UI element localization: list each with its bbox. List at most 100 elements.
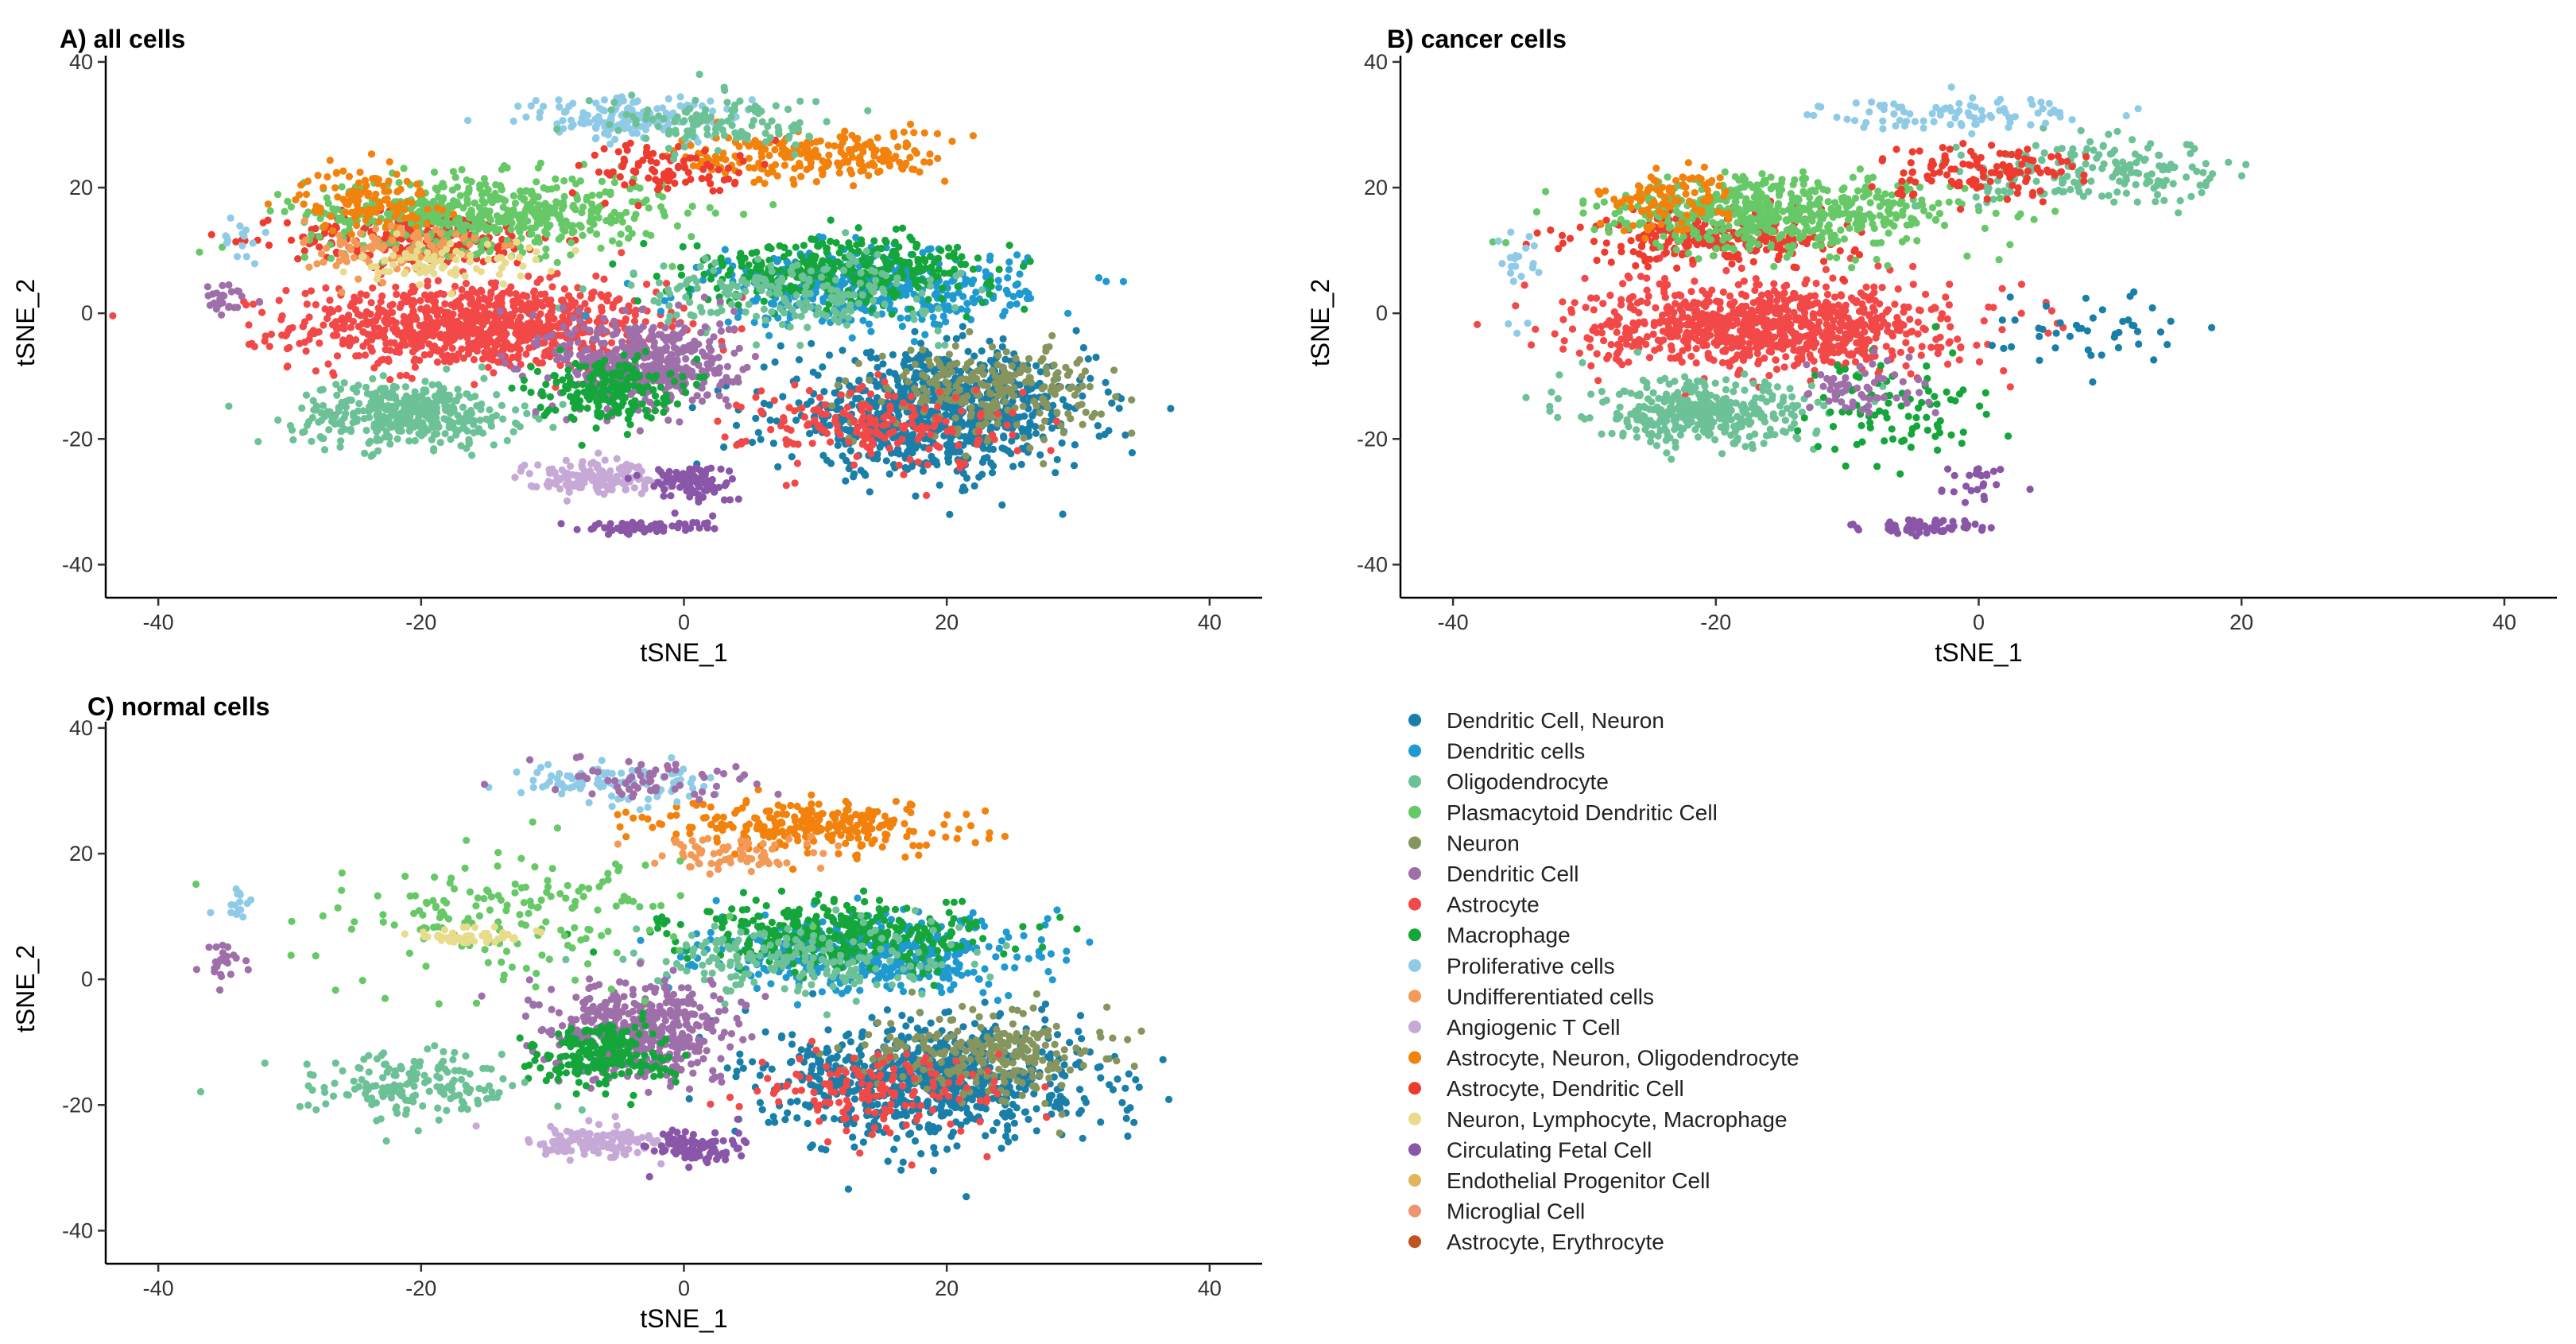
point xyxy=(533,178,540,186)
point xyxy=(666,312,674,320)
point xyxy=(421,378,429,385)
point xyxy=(430,445,438,453)
point xyxy=(467,300,475,308)
point xyxy=(934,403,942,411)
point xyxy=(420,320,428,328)
point xyxy=(819,295,827,303)
point xyxy=(393,290,401,298)
point xyxy=(688,341,695,349)
point xyxy=(408,374,416,382)
point xyxy=(706,203,714,211)
point xyxy=(1010,392,1018,400)
point xyxy=(944,370,952,378)
point xyxy=(335,305,343,313)
point xyxy=(413,215,420,223)
point xyxy=(507,226,515,234)
point xyxy=(507,253,515,261)
point xyxy=(289,436,297,444)
point xyxy=(1026,421,1034,429)
point xyxy=(413,180,421,188)
point xyxy=(918,428,926,436)
point xyxy=(337,417,345,425)
point xyxy=(441,430,449,438)
point xyxy=(777,342,784,350)
point xyxy=(490,369,498,377)
point xyxy=(994,361,1001,369)
point xyxy=(379,182,387,190)
point xyxy=(924,246,932,254)
point xyxy=(970,482,978,490)
point xyxy=(1047,447,1055,455)
point xyxy=(476,416,484,424)
point xyxy=(450,424,458,432)
point xyxy=(473,402,481,410)
point xyxy=(910,316,918,323)
point xyxy=(1021,287,1029,296)
point xyxy=(1032,429,1040,437)
point xyxy=(807,397,815,405)
point xyxy=(921,373,929,381)
point xyxy=(983,454,991,462)
point xyxy=(476,316,484,324)
point xyxy=(736,254,744,261)
point xyxy=(1005,265,1013,273)
point xyxy=(416,281,424,289)
point xyxy=(602,188,610,196)
point xyxy=(393,418,401,426)
point xyxy=(972,386,980,394)
point xyxy=(449,310,457,318)
point xyxy=(622,208,630,216)
point xyxy=(424,282,432,290)
point xyxy=(905,355,912,363)
point xyxy=(395,179,403,187)
point xyxy=(423,219,431,227)
point xyxy=(359,253,367,261)
point xyxy=(711,209,719,217)
point xyxy=(752,297,760,305)
point xyxy=(433,322,441,330)
point xyxy=(417,429,425,437)
point xyxy=(286,421,294,430)
point xyxy=(738,277,746,285)
point xyxy=(331,184,339,192)
point xyxy=(897,257,905,265)
point xyxy=(867,327,875,335)
point xyxy=(443,365,451,373)
point xyxy=(754,255,762,263)
point xyxy=(819,410,827,418)
point xyxy=(906,455,914,463)
point xyxy=(372,190,380,198)
point xyxy=(452,431,460,439)
point xyxy=(579,285,587,293)
point xyxy=(1003,421,1011,429)
point xyxy=(507,318,515,326)
point xyxy=(1064,409,1072,418)
point xyxy=(485,213,493,221)
point xyxy=(804,323,812,331)
point xyxy=(451,282,459,290)
point xyxy=(732,421,741,429)
point xyxy=(367,299,375,307)
point xyxy=(498,184,506,192)
point xyxy=(287,236,296,244)
point xyxy=(340,379,348,387)
point xyxy=(593,230,601,238)
point xyxy=(612,217,620,225)
point xyxy=(471,234,478,242)
point xyxy=(242,300,250,309)
point xyxy=(963,437,970,445)
point xyxy=(660,207,668,215)
point xyxy=(988,343,997,351)
point xyxy=(307,287,316,295)
point xyxy=(501,242,509,250)
point xyxy=(595,191,603,199)
point xyxy=(830,306,838,314)
point xyxy=(1012,354,1020,362)
point xyxy=(391,245,400,253)
point xyxy=(1026,444,1034,452)
point xyxy=(679,242,687,251)
point xyxy=(895,450,903,458)
point xyxy=(471,381,478,389)
point xyxy=(397,427,405,436)
point xyxy=(560,285,569,293)
